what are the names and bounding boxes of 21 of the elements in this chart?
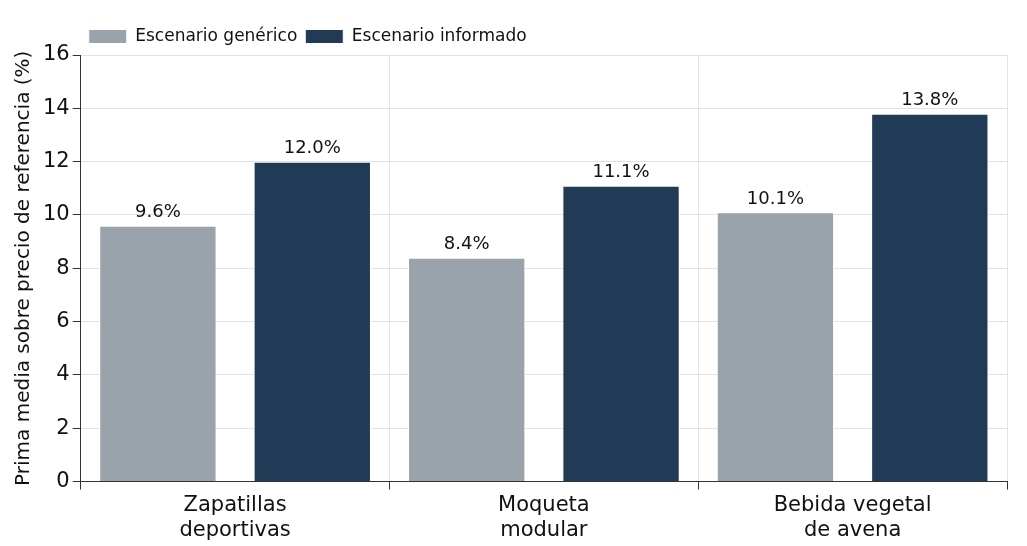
y-tick-label: 0: [56, 468, 70, 493]
data-label: 13.8%: [901, 88, 959, 110]
y-tick-label: 6: [56, 308, 70, 333]
y-tick-label: 16: [42, 41, 70, 66]
legend-label: Escenario informado: [351, 24, 527, 45]
y-axis-title: Prima media sobre precio de referencia (%): [10, 50, 35, 486]
data-label: 12.0%: [283, 136, 341, 158]
data-label: 9.6%: [135, 200, 181, 222]
legend-label: Escenario genérico: [135, 24, 298, 45]
y-tick-label: 8: [56, 254, 70, 279]
x-tick-label: Moqueta modular: [498, 491, 590, 541]
y-tick-label: 12: [42, 148, 70, 173]
y-tick-label: 2: [56, 414, 70, 439]
data-label: 10.1%: [746, 186, 805, 208]
x-tick-label: Bebida vegetal de avena: [773, 491, 932, 541]
y-tick-label: 10: [42, 201, 70, 226]
x-tick-label: Zapatillas deportivas: [179, 491, 291, 541]
y-tick-label: 4: [56, 361, 70, 386]
data-label: 11.1%: [592, 160, 650, 182]
data-label: 8.4%: [443, 232, 490, 254]
y-tick-label: 14: [42, 94, 70, 119]
